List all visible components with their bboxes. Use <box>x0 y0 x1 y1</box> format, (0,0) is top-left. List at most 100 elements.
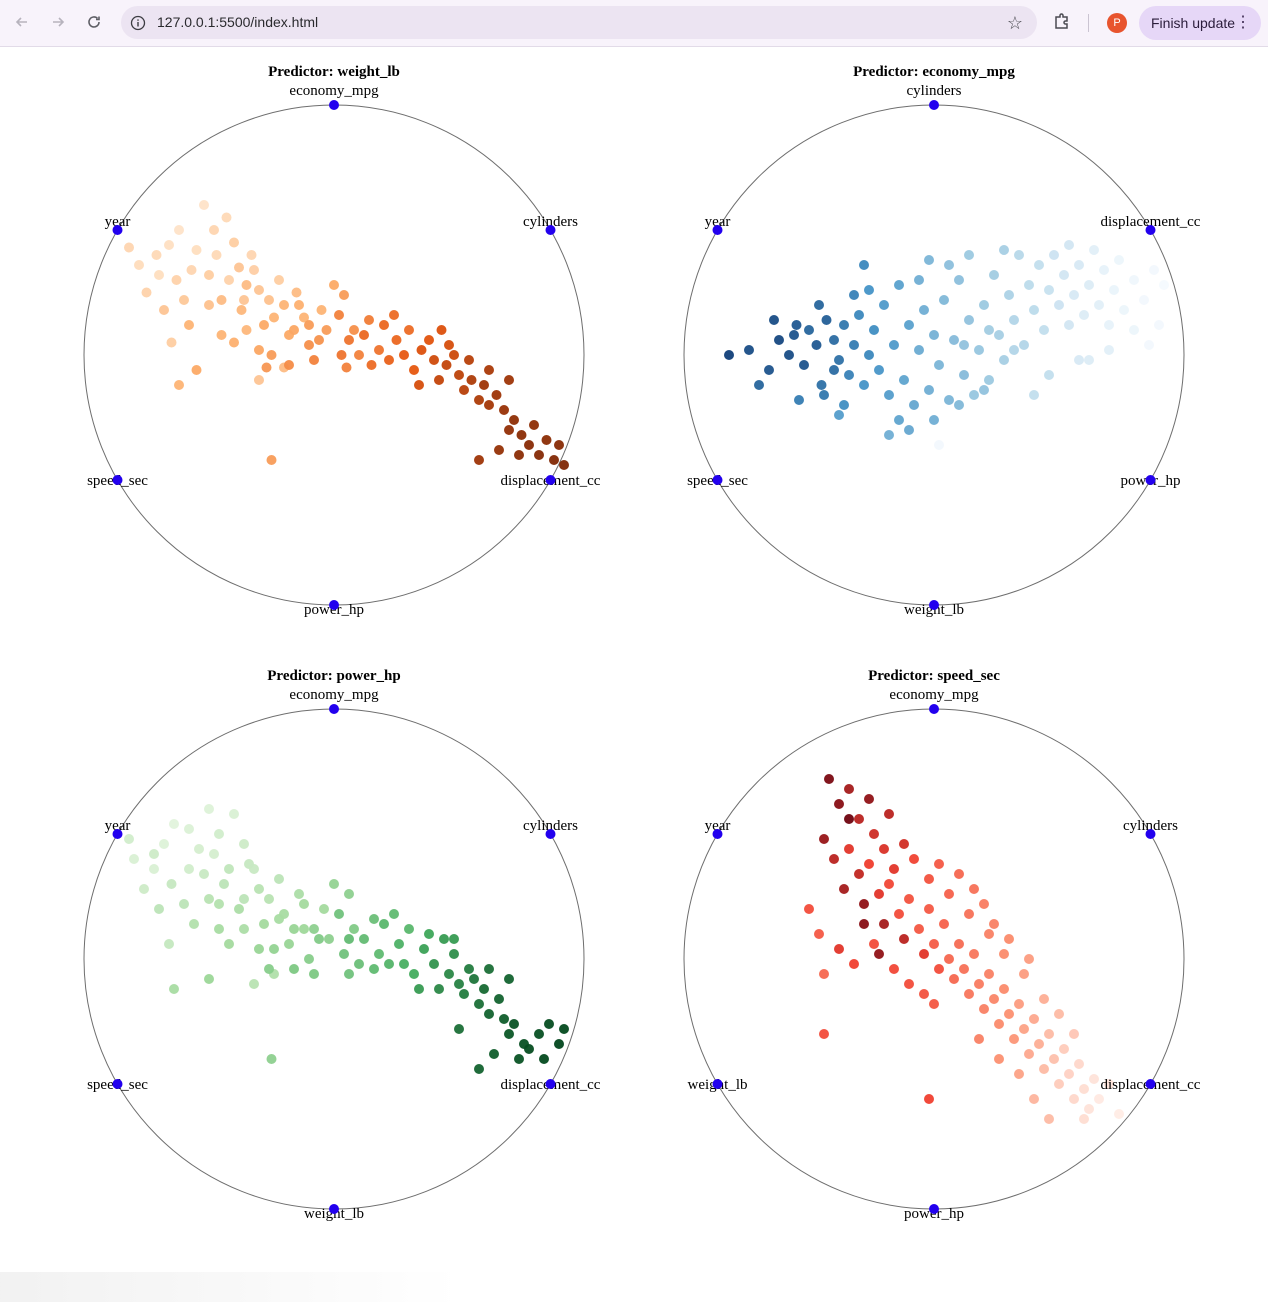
data-point <box>1024 1049 1034 1059</box>
bookmark-star-icon[interactable]: ☆ <box>1006 13 1023 33</box>
data-point <box>944 395 954 405</box>
back-button[interactable] <box>11 11 33 33</box>
radviz-charts: economy_mpgcylindersdisplacement_ccpower… <box>83 64 1201 1222</box>
data-point <box>1089 1074 1099 1084</box>
data-point <box>246 250 257 260</box>
data-point <box>334 310 344 320</box>
anchor-dot <box>545 1079 556 1089</box>
data-point <box>1039 325 1049 335</box>
data-point <box>929 999 939 1009</box>
data-point <box>1029 1014 1039 1024</box>
data-point <box>404 924 414 934</box>
data-point <box>954 275 964 285</box>
data-point <box>784 350 794 360</box>
data-point <box>1069 1094 1079 1104</box>
extensions-button[interactable] <box>1052 11 1074 33</box>
anchor-dot <box>545 475 556 485</box>
data-point <box>294 300 304 310</box>
data-point <box>849 340 859 350</box>
data-point <box>434 984 444 994</box>
anchor-label: year <box>705 214 731 230</box>
data-point <box>816 380 827 390</box>
anchor-dot <box>112 475 123 485</box>
data-point <box>389 909 399 919</box>
data-point <box>929 939 939 949</box>
site-info-icon[interactable] <box>129 14 146 31</box>
data-point <box>141 287 152 298</box>
data-point <box>1029 390 1039 400</box>
data-point <box>854 869 864 879</box>
data-point <box>239 894 249 904</box>
data-point <box>1029 305 1039 315</box>
data-point <box>259 320 269 330</box>
data-point <box>504 375 514 385</box>
data-point <box>774 335 784 345</box>
data-point <box>899 934 909 944</box>
reload-button[interactable] <box>83 11 105 33</box>
data-point <box>249 265 259 275</box>
data-point <box>159 839 169 849</box>
data-point <box>1129 275 1139 285</box>
data-point <box>859 260 869 270</box>
forward-arrow-icon <box>53 17 65 27</box>
data-point <box>819 390 829 400</box>
data-point <box>929 415 939 425</box>
data-point <box>894 415 904 425</box>
data-point <box>261 362 272 373</box>
data-point <box>959 964 969 974</box>
data-point <box>1024 280 1034 290</box>
data-point <box>934 360 944 370</box>
data-point <box>1054 1009 1064 1019</box>
data-point <box>414 380 424 390</box>
data-point <box>909 854 919 864</box>
chart-title: Predictor: power_hp <box>267 668 400 684</box>
data-point <box>964 315 974 325</box>
data-point <box>169 984 179 994</box>
data-point <box>274 874 284 884</box>
anchor-dot <box>329 100 339 110</box>
data-point <box>469 974 479 984</box>
anchor-label: year <box>105 818 131 834</box>
data-point <box>844 370 854 380</box>
more-menu-icon[interactable]: ⋮ <box>1235 14 1251 31</box>
data-point <box>441 360 452 370</box>
data-point <box>1159 280 1169 290</box>
anchor-label: cylinders <box>1123 818 1178 834</box>
profile-avatar[interactable]: P <box>1107 13 1127 33</box>
data-point <box>204 974 214 984</box>
data-point <box>249 864 259 874</box>
data-point <box>984 375 994 385</box>
data-point <box>964 250 974 260</box>
data-point <box>829 335 839 345</box>
data-point <box>979 300 989 310</box>
data-point <box>1114 255 1124 265</box>
finish-update-button[interactable]: Finish update ⋮ <box>1139 6 1261 40</box>
data-point <box>224 939 234 949</box>
data-point <box>494 994 504 1004</box>
data-point <box>1079 1114 1089 1124</box>
data-point <box>414 984 424 994</box>
data-point <box>549 455 559 465</box>
data-point <box>999 984 1009 994</box>
anchor-label: cylinders <box>523 818 578 834</box>
data-point <box>764 365 774 375</box>
data-point <box>214 924 224 934</box>
data-point <box>449 934 459 944</box>
data-point <box>369 964 379 974</box>
data-point <box>464 964 474 974</box>
data-point <box>334 909 344 919</box>
data-point <box>1014 999 1024 1009</box>
address-bar[interactable]: 127.0.0.1:5500/index.html ☆ <box>121 6 1037 39</box>
data-point <box>289 924 299 934</box>
data-point <box>449 949 459 959</box>
data-point <box>974 1034 984 1044</box>
data-point <box>149 864 159 874</box>
data-point <box>964 989 974 999</box>
data-point <box>234 904 244 914</box>
data-point <box>299 312 309 323</box>
data-point <box>516 430 527 440</box>
data-point <box>944 260 954 270</box>
data-point <box>484 1009 494 1019</box>
data-point <box>294 889 304 899</box>
forward-button[interactable] <box>47 11 69 33</box>
